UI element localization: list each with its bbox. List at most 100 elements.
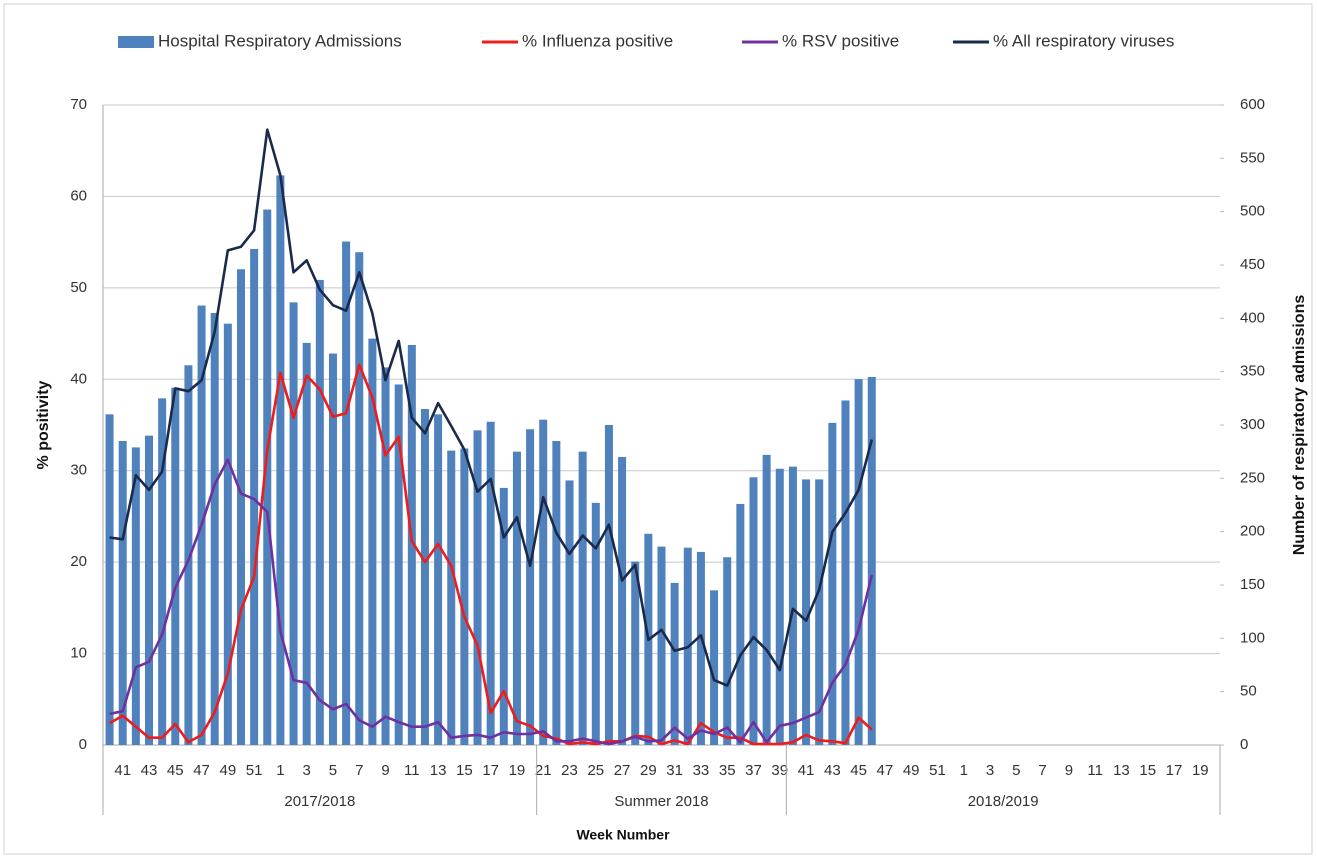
x-tick-label: 29 — [640, 762, 657, 779]
x-tick-label: 17 — [482, 762, 499, 779]
x-tick-label: 37 — [745, 762, 762, 779]
bar — [565, 480, 574, 745]
x-tick-label: 1 — [276, 762, 284, 779]
x-group-label: 2018/2019 — [968, 793, 1039, 810]
bar — [276, 175, 285, 745]
x-tick-label: 41 — [798, 762, 815, 779]
x-tick-label: 5 — [329, 762, 337, 779]
legend-label: % RSV positive — [782, 31, 899, 50]
y-tick-label: 70 — [70, 96, 87, 113]
y-tick-label: 40 — [70, 370, 87, 387]
bar — [710, 590, 719, 745]
bar — [591, 502, 600, 745]
bar — [250, 249, 259, 745]
bar — [434, 414, 443, 745]
y-tick-label: 30 — [70, 462, 87, 479]
bar — [381, 367, 390, 745]
bar — [263, 209, 272, 746]
x-group-label: 2017/2018 — [284, 793, 355, 810]
bar — [723, 557, 732, 745]
bar — [499, 487, 508, 745]
y2-tick-label: 400 — [1240, 309, 1265, 326]
bar — [526, 429, 535, 745]
x-tick-label: 31 — [666, 762, 683, 779]
bar — [486, 421, 495, 745]
x-tick-label: 27 — [614, 762, 631, 779]
bar — [578, 451, 587, 745]
legend-swatch — [118, 36, 154, 48]
x-tick-label: 25 — [587, 762, 604, 779]
bar — [394, 384, 403, 745]
bar — [184, 365, 193, 745]
x-group-label: Summer 2018 — [614, 793, 708, 810]
bar — [512, 451, 521, 745]
bar — [210, 313, 219, 745]
bar — [236, 269, 245, 745]
x-tick-label: 9 — [1065, 762, 1073, 779]
x-axis-title: Week Number — [576, 827, 670, 843]
y-tick-label: 50 — [70, 279, 87, 296]
bar — [447, 450, 456, 745]
bar — [289, 302, 298, 745]
line-series — [108, 363, 873, 746]
x-tick-label: 7 — [1038, 762, 1046, 779]
x-tick-label: 47 — [877, 762, 894, 779]
x-tick-label: 5 — [1012, 762, 1020, 779]
y-tick-label: 0 — [79, 736, 87, 753]
x-tick-label: 41 — [114, 762, 131, 779]
y2-tick-label: 50 — [1240, 683, 1257, 700]
bar — [696, 551, 705, 745]
x-tick-label: 17 — [1166, 762, 1183, 779]
bar — [815, 479, 824, 745]
bar — [355, 252, 364, 745]
bar — [828, 422, 837, 745]
bar — [670, 582, 679, 745]
y2-tick-label: 150 — [1240, 576, 1265, 593]
bar — [854, 379, 863, 745]
bar — [802, 479, 811, 745]
x-tick-label: 11 — [1087, 762, 1103, 779]
x-tick-label: 7 — [355, 762, 363, 779]
bar — [460, 448, 469, 745]
bar — [552, 441, 561, 745]
bar — [144, 435, 153, 745]
bar — [158, 398, 167, 745]
x-tick-label: 3 — [303, 762, 311, 779]
y2-tick-label: 450 — [1240, 256, 1265, 273]
y2-tick-label: 600 — [1240, 96, 1265, 113]
bar — [762, 454, 771, 745]
y2-tick-label: 550 — [1240, 149, 1265, 166]
x-tick-label: 21 — [535, 762, 552, 779]
x-tick-label: 43 — [824, 762, 841, 779]
line-series — [109, 458, 874, 746]
bar — [171, 387, 180, 745]
x-tick-label: 39 — [771, 762, 788, 779]
x-tick-label: 49 — [903, 762, 920, 779]
y-tick-label: 20 — [70, 553, 87, 570]
bar — [302, 342, 311, 745]
bar — [407, 345, 416, 745]
y-axis-title: % positivity — [35, 380, 52, 469]
bar — [131, 447, 140, 745]
x-tick-label: 43 — [141, 762, 158, 779]
y2-tick-label: 250 — [1240, 469, 1265, 486]
x-tick-label: 51 — [929, 762, 946, 779]
x-tick-label: 1 — [960, 762, 968, 779]
y2-tick-label: 300 — [1240, 416, 1265, 433]
x-tick-label: 13 — [1113, 762, 1130, 779]
bar — [631, 561, 640, 745]
bar — [657, 546, 666, 745]
bar — [788, 466, 797, 745]
line-series — [109, 128, 874, 687]
x-tick-label: 19 — [509, 762, 526, 779]
x-tick-label: 13 — [430, 762, 447, 779]
bar — [736, 503, 745, 745]
x-tick-label: 15 — [1139, 762, 1156, 779]
bar — [604, 425, 613, 745]
bar — [105, 414, 114, 745]
x-tick-label: 45 — [850, 762, 867, 779]
y-tick-label: 10 — [70, 645, 87, 662]
bar — [368, 338, 377, 745]
bar — [118, 441, 127, 745]
x-tick-label: 19 — [1192, 762, 1209, 779]
